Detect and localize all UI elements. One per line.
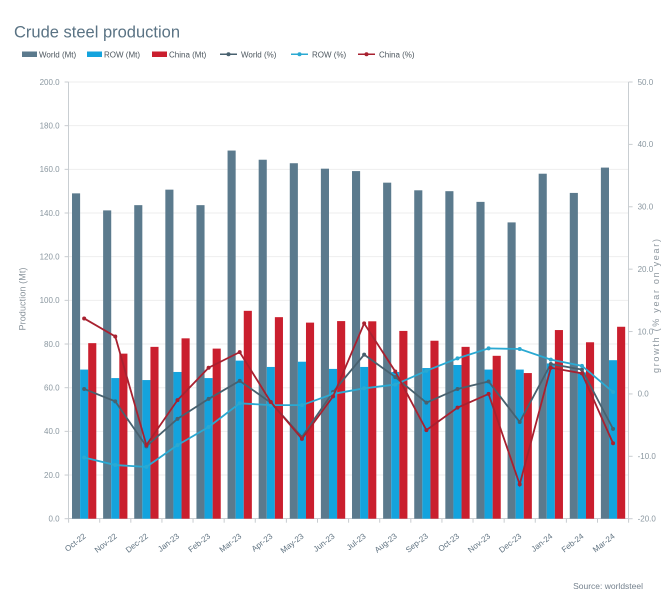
svg-text:-20.0: -20.0 (638, 515, 657, 524)
svg-text:World (%): World (%) (241, 50, 277, 59)
svg-text:0.0: 0.0 (638, 390, 650, 399)
svg-text:160.0: 160.0 (40, 165, 61, 174)
svg-text:200.0: 200.0 (40, 78, 61, 87)
svg-text:20.0: 20.0 (638, 265, 654, 274)
svg-text:Crude steel production: Crude steel production (14, 24, 180, 42)
svg-text:120.0: 120.0 (40, 252, 61, 261)
svg-text:40.0: 40.0 (638, 140, 654, 149)
svg-text:80.0: 80.0 (44, 340, 60, 349)
svg-text:40.0: 40.0 (44, 427, 60, 436)
svg-text:140.0: 140.0 (40, 209, 61, 218)
svg-text:50.0: 50.0 (638, 78, 654, 87)
svg-text:60.0: 60.0 (44, 383, 60, 392)
svg-text:ROW (Mt): ROW (Mt) (104, 50, 140, 59)
svg-text:China (Mt): China (Mt) (169, 50, 207, 59)
svg-text:growth (% year on year): growth (% year on year) (651, 239, 661, 373)
svg-text:ROW (%): ROW (%) (312, 50, 347, 59)
svg-text:Production (Mt): Production (Mt) (18, 268, 28, 331)
svg-text:0.0: 0.0 (48, 515, 60, 524)
svg-text:China (%): China (%) (379, 50, 415, 59)
svg-text:10.0: 10.0 (638, 327, 654, 336)
svg-text:100.0: 100.0 (40, 296, 61, 305)
svg-text:World (Mt): World (Mt) (39, 50, 77, 59)
svg-text:Source: worldsteel: Source: worldsteel (573, 581, 643, 591)
svg-text:20.0: 20.0 (44, 471, 60, 480)
svg-text:-10.0: -10.0 (638, 452, 657, 461)
svg-text:180.0: 180.0 (40, 121, 61, 130)
svg-text:30.0: 30.0 (638, 203, 654, 212)
